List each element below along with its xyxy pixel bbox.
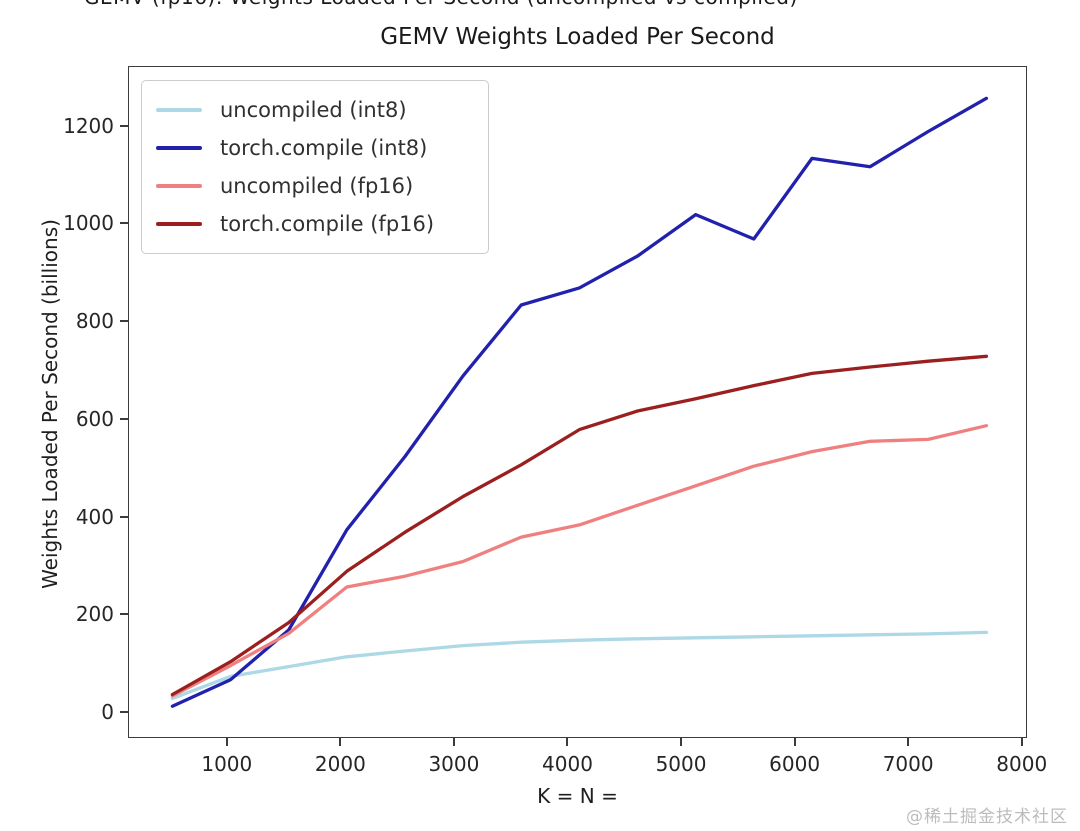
y-tick-mark — [120, 417, 128, 420]
x-tick-mark — [339, 738, 342, 746]
legend-item-0: uncompiled (int8) — [156, 91, 474, 129]
x-tick-mark — [225, 738, 228, 746]
x-tick-mark — [680, 738, 683, 746]
legend-label: torch.compile (int8) — [220, 136, 428, 160]
x-tick-mark — [566, 738, 569, 746]
x-tick-label: 3000 — [428, 752, 480, 776]
y-tick-label: 600 — [75, 406, 114, 431]
x-tick-label: 7000 — [882, 752, 934, 776]
y-tick-label: 200 — [75, 602, 114, 627]
truncated-top-text: GEMV (fp16): Weights Loaded Per Second (… — [84, 0, 824, 9]
y-tick-mark — [120, 222, 128, 225]
series-line-0 — [170, 630, 989, 701]
x-tick-label: 4000 — [542, 752, 593, 776]
legend-swatch-icon — [156, 146, 202, 150]
legend-item-2: uncompiled (fp16) — [156, 167, 474, 205]
x-axis-label: K = N = — [537, 784, 618, 808]
line-plot — [170, 96, 989, 708]
y-tick-label: 0 — [101, 700, 114, 725]
watermark: @稀土掘金技术社区 — [906, 807, 1068, 827]
x-tick-mark — [452, 738, 455, 746]
y-tick-mark — [120, 124, 128, 127]
x-tick-label: 6000 — [769, 752, 821, 776]
x-tick-label: 2000 — [314, 752, 366, 776]
legend-swatch-icon — [156, 108, 202, 112]
x-tick-mark — [793, 738, 796, 746]
x-tick-label: 5000 — [655, 752, 707, 776]
y-tick-label: 400 — [75, 504, 114, 529]
x-tick-mark — [1020, 738, 1023, 746]
x-tick-label: 8000 — [996, 752, 1048, 776]
legend-item-1: torch.compile (int8) — [156, 129, 474, 167]
series-line-2 — [170, 424, 989, 698]
x-tick-mark — [907, 738, 910, 746]
chart-title: GEMV Weights Loaded Per Second — [380, 24, 775, 50]
truncated-top-text-content: GEMV (fp16): Weights Loaded Per Second (… — [84, 0, 824, 9]
legend-label: torch.compile (fp16) — [220, 212, 435, 236]
y-tick-mark — [120, 711, 128, 714]
legend-label: uncompiled (int8) — [220, 98, 407, 122]
y-tick-label: 1000 — [63, 211, 114, 236]
y-axis-label: Weights Loaded Per Second (billions) — [38, 219, 62, 589]
y-tick-mark — [120, 613, 128, 616]
series-line-1 — [170, 96, 989, 708]
legend-swatch-icon — [156, 222, 202, 226]
legend: uncompiled (int8) torch.compile (int8) unc… — [141, 80, 489, 254]
series-line-3 — [170, 354, 989, 697]
y-tick-label: 1200 — [63, 113, 114, 138]
y-tick-mark — [120, 320, 128, 323]
legend-item-3: torch.compile (fp16) — [156, 205, 474, 243]
legend-label: uncompiled (fp16) — [220, 174, 414, 198]
x-tick-label: 1000 — [201, 752, 253, 776]
y-tick-label: 800 — [75, 309, 114, 334]
legend-swatch-icon — [156, 184, 202, 188]
y-tick-mark — [120, 515, 128, 518]
